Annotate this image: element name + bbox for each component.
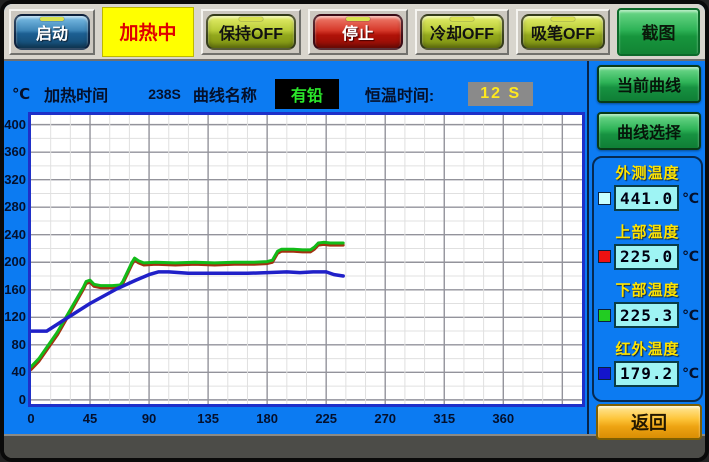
reading-unit: ℃ bbox=[682, 365, 699, 382]
reading-value: 441.0 bbox=[614, 185, 680, 211]
stop-button[interactable]: 停止 bbox=[313, 13, 403, 50]
reading-value: 225.3 bbox=[614, 302, 680, 329]
back-button[interactable]: 返回 bbox=[596, 404, 702, 440]
x-tick-label: 270 bbox=[374, 411, 397, 426]
y-tick-label: 0 bbox=[18, 391, 26, 407]
x-tick-label: 135 bbox=[197, 411, 219, 426]
sidebar: 当前曲线 曲线选择 外测温度 441.0 ℃ 上部温度 225.0 bbox=[590, 61, 705, 440]
reading-lower-temp: 下部温度 225.3 ℃ bbox=[596, 279, 699, 337]
series-color-swatch bbox=[598, 191, 611, 205]
hold-time-value[interactable]: 12 S bbox=[468, 82, 534, 106]
heating-time-value: 238S bbox=[148, 86, 181, 102]
reading-label: 外测温度 bbox=[615, 165, 680, 182]
curve-name-label: 曲线名称 bbox=[192, 88, 257, 105]
x-tick-label: 180 bbox=[256, 411, 278, 426]
y-tick-label: 320 bbox=[4, 171, 26, 187]
reading-infrared-temp: 红外温度 179.2 ℃ bbox=[596, 338, 699, 396]
cooling-button-tile: 冷却OFF bbox=[415, 8, 509, 55]
y-tick-label: 400 bbox=[4, 116, 26, 132]
series-color-swatch bbox=[598, 250, 611, 264]
y-tick-label: 200 bbox=[4, 254, 26, 270]
pen-suction-button-tile: 吸笔OFF bbox=[516, 8, 610, 55]
reading-value: 179.2 bbox=[614, 360, 680, 387]
heating-status-indicator: 加热中 bbox=[102, 6, 194, 57]
x-tick-label: 225 bbox=[315, 411, 338, 426]
hold-off-button[interactable]: 保持OFF bbox=[206, 13, 296, 50]
reading-unit: ℃ bbox=[682, 189, 699, 206]
y-tick-label: 120 bbox=[4, 309, 26, 325]
temperature-chart bbox=[28, 112, 585, 407]
chart-header: ℃ 加热时间 238S 曲线名称 有铅 恒温时间: 12 S bbox=[12, 79, 587, 109]
series-color-swatch bbox=[598, 367, 611, 381]
y-tick-label: 160 bbox=[4, 281, 26, 297]
heating-status-label: 加热中 bbox=[119, 23, 177, 44]
reading-external-temp: 外测温度 441.0 ℃ bbox=[596, 162, 699, 220]
reading-label: 红外温度 bbox=[615, 340, 680, 358]
x-tick-label: 360 bbox=[492, 411, 515, 426]
stop-button-tile: 停止 bbox=[308, 8, 408, 55]
pen-suction-off-button[interactable]: 吸笔OFF bbox=[521, 13, 605, 50]
start-button[interactable]: 启动 bbox=[14, 13, 90, 50]
reading-value: 225.0 bbox=[614, 243, 680, 270]
curve-select-button[interactable]: 曲线选择 bbox=[597, 112, 701, 150]
reading-unit: ℃ bbox=[682, 306, 699, 323]
hmi-screen: 启动 加热中 保持OFF 停止 冷却OFF 吸笔OFF 截图 ℃ 加热时间 23… bbox=[4, 4, 705, 458]
y-tick-label: 240 bbox=[4, 226, 26, 242]
curve-name-value[interactable]: 有铅 bbox=[274, 79, 339, 109]
x-tick-label: 90 bbox=[141, 411, 157, 426]
hold-button-tile: 保持OFF bbox=[201, 8, 301, 55]
reading-label: 上部温度 bbox=[615, 223, 680, 241]
y-tick-label: 360 bbox=[4, 144, 26, 160]
current-curve-button[interactable]: 当前曲线 bbox=[597, 65, 701, 103]
y-tick-label: 40 bbox=[11, 364, 26, 380]
x-tick-label: 45 bbox=[82, 411, 98, 426]
temperature-readings-panel: 外测温度 441.0 ℃ 上部温度 225.0 ℃ bbox=[592, 156, 703, 402]
start-button-tile: 启动 bbox=[9, 8, 95, 55]
sidebar-divider bbox=[587, 61, 589, 434]
reading-unit: ℃ bbox=[682, 248, 699, 265]
plot-svg bbox=[31, 115, 582, 404]
y-tick-label: 80 bbox=[11, 336, 26, 352]
hold-time-label: 恒温时间: bbox=[364, 88, 435, 105]
series-红外温度 bbox=[31, 270, 345, 333]
bottom-bezel bbox=[4, 434, 705, 458]
cooling-off-button[interactable]: 冷却OFF bbox=[420, 13, 504, 50]
y-tick-label: 280 bbox=[4, 199, 26, 215]
heating-time-label: 加热时间 bbox=[44, 88, 109, 105]
reading-upper-temp: 上部温度 225.0 ℃ bbox=[596, 221, 699, 279]
x-tick-label: 0 bbox=[27, 411, 35, 426]
series-下部温度 bbox=[31, 240, 345, 369]
y-axis-unit-label: ℃ bbox=[12, 86, 31, 103]
reading-label: 下部温度 bbox=[615, 282, 680, 300]
x-tick-label: 315 bbox=[433, 411, 456, 426]
series-color-swatch bbox=[598, 308, 611, 322]
toolbar: 启动 加热中 保持OFF 停止 冷却OFF 吸笔OFF 截图 bbox=[4, 4, 705, 61]
screenshot-button[interactable]: 截图 bbox=[617, 7, 700, 56]
